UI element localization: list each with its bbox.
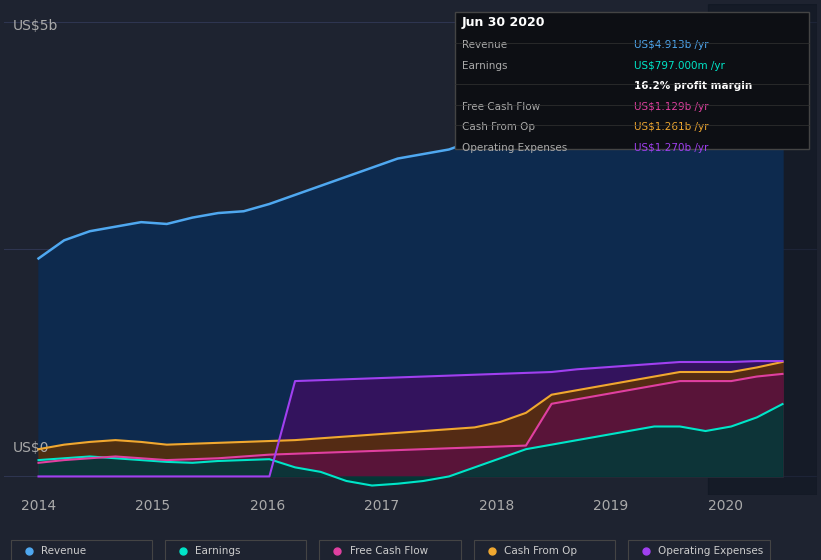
Text: US$797.000m /yr: US$797.000m /yr <box>634 60 725 71</box>
Text: US$1.270b /yr: US$1.270b /yr <box>634 143 709 153</box>
Text: Cash From Op: Cash From Op <box>504 546 577 556</box>
FancyBboxPatch shape <box>628 540 770 560</box>
FancyBboxPatch shape <box>319 540 461 560</box>
Text: Revenue: Revenue <box>41 546 86 556</box>
Text: US$4.913b /yr: US$4.913b /yr <box>634 40 709 50</box>
FancyBboxPatch shape <box>474 540 615 560</box>
Text: Jun 30 2020: Jun 30 2020 <box>461 16 545 30</box>
Text: Earnings: Earnings <box>461 60 507 71</box>
Text: Free Cash Flow: Free Cash Flow <box>350 546 428 556</box>
FancyBboxPatch shape <box>165 540 306 560</box>
Text: US$1.261b /yr: US$1.261b /yr <box>634 123 709 132</box>
Text: Operating Expenses: Operating Expenses <box>658 546 764 556</box>
FancyBboxPatch shape <box>11 540 152 560</box>
Text: Cash From Op: Cash From Op <box>461 123 534 132</box>
Text: Earnings: Earnings <box>195 546 241 556</box>
Text: Free Cash Flow: Free Cash Flow <box>461 102 540 112</box>
Text: US$5b: US$5b <box>12 19 57 33</box>
Text: US$0: US$0 <box>12 441 48 455</box>
Text: Operating Expenses: Operating Expenses <box>461 143 567 153</box>
Text: Revenue: Revenue <box>461 40 507 50</box>
Bar <box>708 4 817 494</box>
Text: 16.2% profit margin: 16.2% profit margin <box>634 81 752 91</box>
FancyBboxPatch shape <box>455 12 809 149</box>
Text: US$1.129b /yr: US$1.129b /yr <box>634 102 709 112</box>
